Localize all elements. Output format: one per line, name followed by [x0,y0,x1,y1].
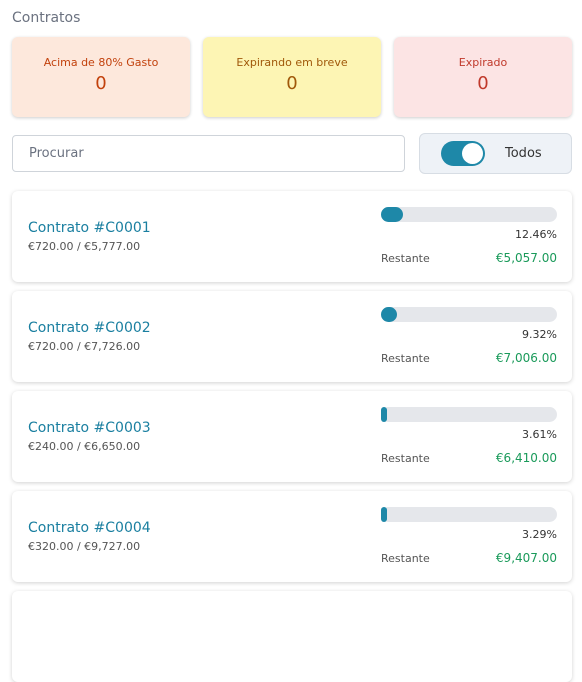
progress-label: 3.61% [522,428,557,441]
remaining-label: Restante [381,552,430,565]
summary-count: 0 [95,73,107,94]
toggle-switch[interactable] [441,141,485,166]
contract-amounts: €720.00 / €7,726.00 [28,340,141,353]
summary-count: 0 [477,73,489,94]
progress-label: 12.46% [515,228,557,241]
remaining-value: €7,006.00 [495,351,557,365]
contract-amounts: €720.00 / €5,777.00 [28,240,141,253]
progress-track [381,507,557,522]
summary-card[interactable]: Acima de 80% Gasto 0 [12,37,190,117]
summary-label: Expirado [458,56,508,69]
progress-label: 3.29% [522,528,557,541]
filter-toggle[interactable]: Todos [419,133,572,174]
remaining-label: Restante [381,252,430,265]
contract-name[interactable]: Contrato #C0001 [28,220,151,236]
contract-card[interactable]: Contrato #C0002 €720.00 / €7,726.00 9.32% R… [12,291,572,382]
contract-amounts: €240.00 / €6,650.00 [28,440,141,453]
contract-name[interactable]: Contrato #C0003 [28,420,151,436]
progress-fill [381,407,388,422]
remaining-label: Restante [381,452,430,465]
contract-card[interactable]: Contrato #C0001 €720.00 / €5,777.00 12.46%… [12,191,572,282]
contract-card[interactable] [12,591,572,682]
remaining-value: €6,410.00 [495,451,557,465]
contract-name[interactable]: Contrato #C0004 [28,520,151,536]
search-placeholder: Procurar [29,146,84,161]
progress-fill [381,507,387,522]
remaining-label: Restante [381,352,430,365]
summary-card[interactable]: Expirado 0 [394,37,572,117]
summary-label: Acima de 80% Gasto [43,56,159,69]
page-title: Contratos [12,10,81,26]
contract-card[interactable]: Contrato #C0004 €320.00 / €9,727.00 3.29% R… [12,491,572,582]
summary-label: Expirando em breve [236,56,348,69]
contract-name[interactable]: Contrato #C0002 [28,320,151,336]
summary-count: 0 [286,73,298,94]
progress-label: 9.32% [522,328,557,341]
progress-track [381,407,557,422]
progress-track [381,307,557,322]
summary-card[interactable]: Expirando em breve 0 [203,37,381,117]
progress-track [381,207,557,222]
progress-fill [381,207,403,222]
remaining-value: €5,057.00 [495,251,557,265]
contract-card[interactable]: Contrato #C0003 €240.00 / €6,650.00 3.61% R… [12,391,572,482]
toggle-label: Todos [505,146,542,161]
search-input[interactable]: Procurar [12,135,405,172]
contract-amounts: €320.00 / €9,727.00 [28,540,141,553]
page: Contratos Acima de 80% Gasto 0 Expirando … [12,10,572,582]
progress-fill [381,307,398,322]
remaining-value: €9,407.00 [495,551,557,565]
